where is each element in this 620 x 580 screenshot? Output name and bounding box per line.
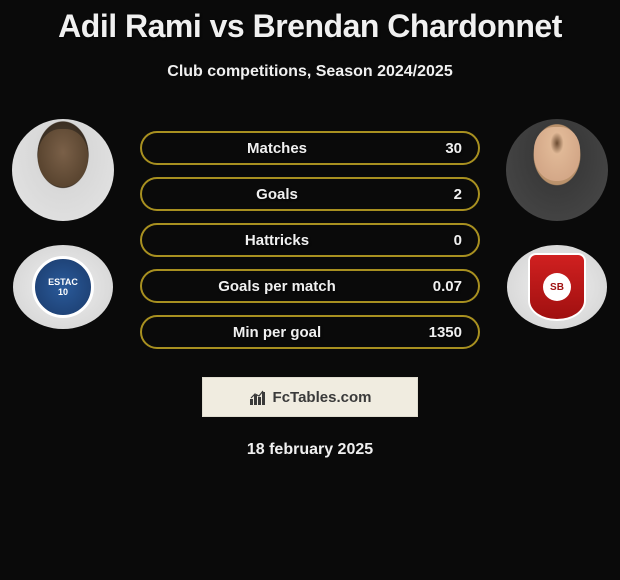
player-left-club-badge: ESTAC 10 <box>13 245 113 329</box>
left-player-column: ESTAC 10 <box>8 119 118 329</box>
stat-label: Min per goal <box>142 324 412 341</box>
player-right-avatar <box>506 119 608 221</box>
comparison-row: ESTAC 10 Matches30 Goals2 Hattricks0 Goals … <box>0 119 620 349</box>
stat-label: Matches <box>142 140 412 157</box>
player-left-avatar <box>12 119 114 221</box>
stat-row: Goals per match0.07 <box>140 269 480 303</box>
right-player-column: SB <box>502 119 612 329</box>
club-crest-right: SB <box>528 253 586 321</box>
player-right-club-badge: SB <box>507 245 607 329</box>
stat-row: Min per goal1350 <box>140 315 480 349</box>
stat-value: 0 <box>412 232 462 249</box>
branding-text: FcTables.com <box>273 389 372 406</box>
comparison-infographic: Adil Rami vs Brendan Chardonnet Club com… <box>0 0 620 580</box>
stat-row: Goals2 <box>140 177 480 211</box>
stats-column: Matches30 Goals2 Hattricks0 Goals per match… <box>118 119 502 349</box>
club-left-text: ESTAC <box>48 277 78 287</box>
branding-badge: FcTables.com <box>202 377 418 417</box>
page-title: Adil Rami vs Brendan Chardonnet <box>0 8 620 45</box>
stat-value: 0.07 <box>412 278 462 295</box>
stat-label: Goals per match <box>142 278 412 295</box>
club-right-text: SB <box>550 282 564 293</box>
stat-label: Hattricks <box>142 232 412 249</box>
club-left-number: 10 <box>58 287 68 297</box>
stat-row: Matches30 <box>140 131 480 165</box>
chart-icon <box>249 388 267 406</box>
stat-value: 1350 <box>412 324 462 341</box>
stat-value: 2 <box>412 186 462 203</box>
date-label: 18 february 2025 <box>0 441 620 459</box>
stat-row: Hattricks0 <box>140 223 480 257</box>
stat-label: Goals <box>142 186 412 203</box>
stat-value: 30 <box>412 140 462 157</box>
page-subtitle: Club competitions, Season 2024/2025 <box>0 63 620 81</box>
club-crest-left: ESTAC 10 <box>32 256 94 318</box>
